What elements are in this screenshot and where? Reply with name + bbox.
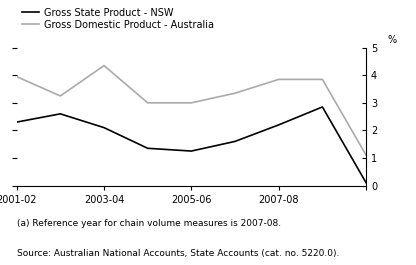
- Text: (a) Reference year for chain volume measures is 2007-08.: (a) Reference year for chain volume meas…: [17, 219, 281, 228]
- Legend: Gross State Product - NSW, Gross Domestic Product - Australia: Gross State Product - NSW, Gross Domesti…: [22, 7, 214, 30]
- Text: Source: Australian National Accounts, State Accounts (cat. no. 5220.0).: Source: Australian National Accounts, St…: [17, 249, 339, 258]
- Text: %: %: [387, 35, 396, 45]
